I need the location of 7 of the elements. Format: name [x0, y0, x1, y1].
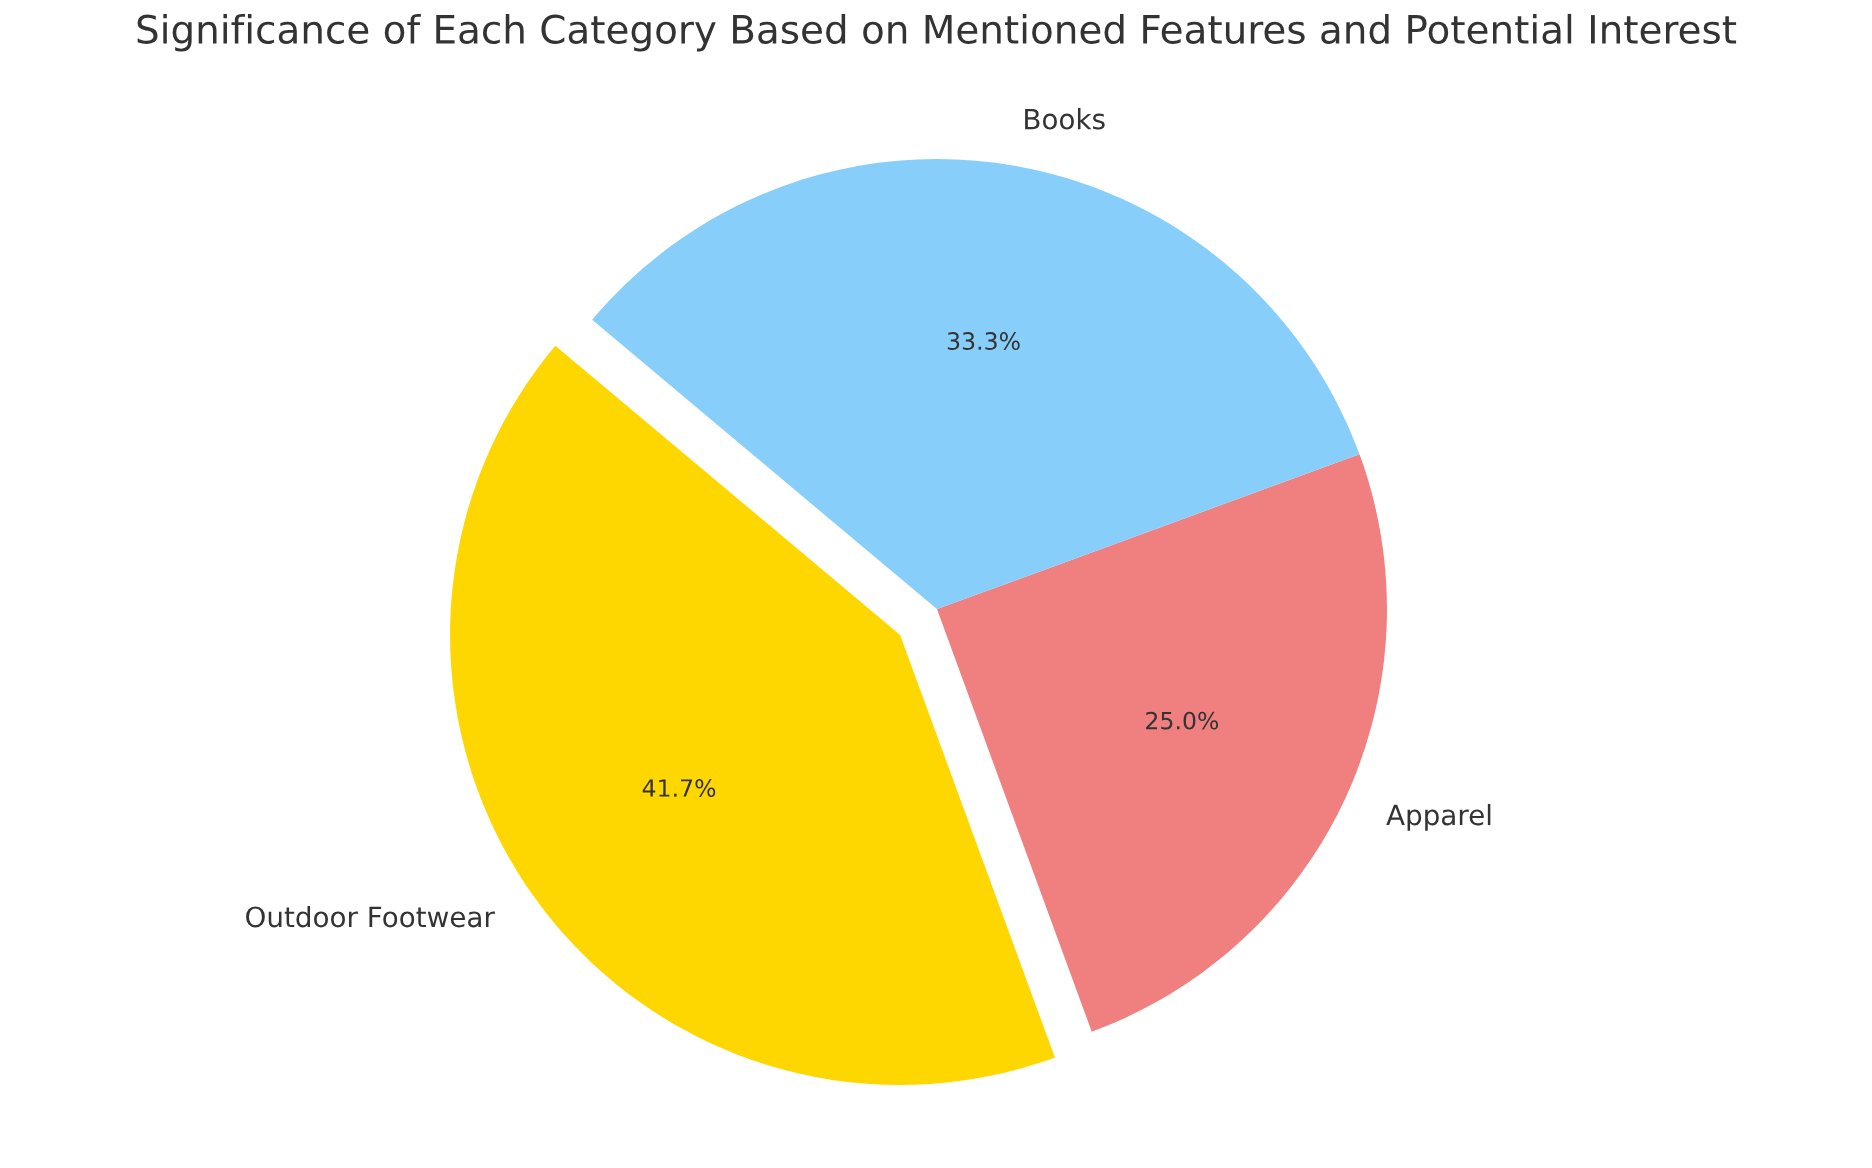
data-label: 25.0%	[1146, 711, 1219, 730]
data-label: 33.3%	[947, 332, 1020, 350]
slice-label: Books	[1025, 108, 1105, 130]
chart-title: Significance of Each Category Based on Mentioned Features and Potential Interest	[137, 13, 1737, 52]
slice-label: Outdoor Footwear	[246, 905, 495, 928]
slice-label: Apparel	[1386, 803, 1491, 831]
data-label: 41.7%	[642, 779, 716, 797]
